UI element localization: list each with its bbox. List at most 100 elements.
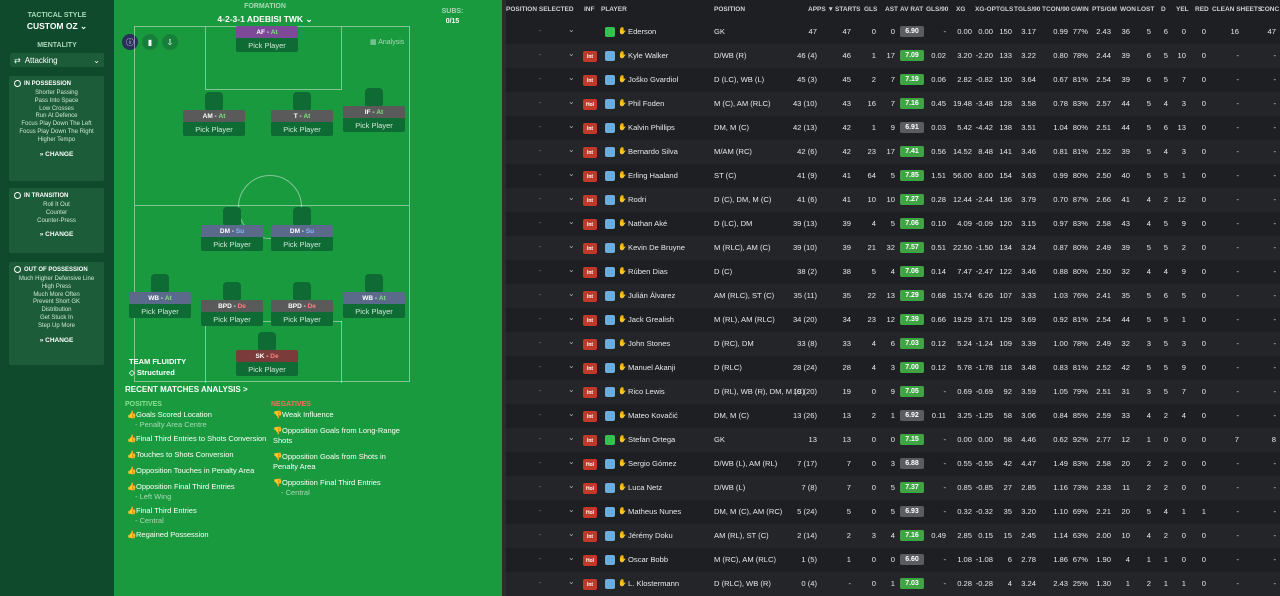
position-selected-cell[interactable]: - <box>539 124 542 131</box>
player-name[interactable]: Joško Gvardiol <box>628 75 679 84</box>
chevron-down-icon[interactable]: ⌄ <box>568 553 575 562</box>
table-row[interactable]: - ⌄ Int ✋ Stefan Ortega GK 7.15 13 13 0 0 - 0.00 0.00… <box>506 428 1280 452</box>
player-name[interactable]: L. Klostermann <box>628 579 680 588</box>
column-header[interactable]: GLS <box>864 5 878 13</box>
role-label[interactable]: BPD - De <box>201 300 263 312</box>
chevron-down-icon[interactable]: ⌄ <box>568 337 575 346</box>
status-badge[interactable]: Int <box>583 243 597 254</box>
status-badge[interactable]: Hol <box>583 99 597 110</box>
pick-player-button[interactable]: Pick Player <box>201 237 263 251</box>
player-name[interactable]: Nathan Aké <box>628 219 668 228</box>
status-badge[interactable]: Int <box>583 219 597 230</box>
status-badge[interactable]: Int <box>583 51 597 62</box>
position-selected-cell[interactable]: - <box>539 556 542 563</box>
role-label[interactable]: WB - At <box>129 292 191 304</box>
column-header[interactable]: D <box>1161 5 1166 13</box>
column-header[interactable]: RED <box>1195 5 1209 13</box>
player-name[interactable]: Julián Álvarez <box>628 291 676 300</box>
status-badge[interactable]: Int <box>583 387 597 398</box>
chevron-down-icon[interactable]: ⌄ <box>568 49 575 58</box>
player-name[interactable]: Bernardo Silva <box>628 147 678 156</box>
role-label[interactable]: DM - Su <box>271 225 333 237</box>
player-name[interactable]: Jérémy Doku <box>628 531 673 540</box>
table-row[interactable]: - ⌄ Hol ✋ Phil Foden M (C), AM (RLC) 7.16 43 (1… <box>506 92 1280 116</box>
table-row[interactable]: - ⌄ Int ✋ Jack Grealish M (RL), AM (RLC) 7.39 3… <box>506 308 1280 332</box>
chevron-down-icon[interactable]: ⌄ <box>568 409 575 418</box>
pick-player-button[interactable]: Pick Player <box>183 122 245 136</box>
slot-dm-left[interactable]: DM - Su Pick Player <box>201 207 263 251</box>
slot-bpd-left[interactable]: BPD - De Pick Player <box>201 282 263 326</box>
table-row[interactable]: - ⌄ Int ✋ Julián Álvarez AM (RLC), ST (C) 7.29… <box>506 284 1280 308</box>
position-selected-cell[interactable]: - <box>539 244 542 251</box>
column-header[interactable]: GLS/90 <box>926 5 949 13</box>
position-selected-cell[interactable]: - <box>539 484 542 491</box>
table-row[interactable]: - ⌄ Hol ✋ Oscar Bobb M (RC), AM (RLC) 6.60 1 (5… <box>506 548 1280 572</box>
pick-player-button[interactable]: Pick Player <box>271 312 333 326</box>
player-name[interactable]: Rodri <box>628 195 647 204</box>
stats-view-button[interactable]: ▮ <box>142 34 158 50</box>
column-header[interactable]: TGLS <box>996 5 1014 13</box>
player-name[interactable]: John Stones <box>628 339 671 348</box>
status-badge[interactable]: Int <box>583 339 597 350</box>
status-badge[interactable]: Int <box>583 147 597 158</box>
column-header[interactable]: APPS ▼ <box>808 5 834 13</box>
player-name[interactable]: Luca Netz <box>628 483 663 492</box>
column-header[interactable]: PLAYER <box>601 5 627 13</box>
column-header[interactable]: TCON/90 <box>1042 5 1070 13</box>
player-name[interactable]: Kalvin Phillips <box>628 123 675 132</box>
position-selected-cell[interactable]: - <box>539 508 542 515</box>
table-row[interactable]: - ⌄ Int ✋ Joško Gvardiol D (LC), WB (L) 7.19 45… <box>506 68 1280 92</box>
change-in-transition-button[interactable]: » CHANGE <box>9 231 104 238</box>
player-name[interactable]: Rúben Dias <box>628 267 668 276</box>
table-row[interactable]: - ⌄ Int ✋ Kalvin Phillips DM, M (C) 6.91 42 (13… <box>506 116 1280 140</box>
slot-dm-right[interactable]: DM - Su Pick Player <box>271 207 333 251</box>
chevron-down-icon[interactable]: ⌄ <box>568 361 575 370</box>
table-row[interactable]: - ⌄ Int ✋ Nathan Aké D (LC), DM 7.06 39 (13) 39 4… <box>506 212 1280 236</box>
position-selected-cell[interactable]: - <box>539 436 542 443</box>
chevron-down-icon[interactable]: ⌄ <box>568 241 575 250</box>
player-name[interactable]: Oscar Bobb <box>628 555 669 564</box>
role-label[interactable]: BPD - De <box>271 300 333 312</box>
column-header[interactable]: WON <box>1120 5 1136 13</box>
chevron-down-icon[interactable]: ⌄ <box>568 121 575 130</box>
column-header[interactable]: AST <box>885 5 898 13</box>
status-badge[interactable]: Hol <box>583 555 597 566</box>
column-header[interactable]: XG-OP <box>975 5 996 13</box>
chevron-down-icon[interactable]: ⌄ <box>568 145 575 154</box>
column-header[interactable]: POSITION SELECTED <box>506 5 574 13</box>
chevron-down-icon[interactable]: ⌄ <box>568 217 575 226</box>
chevron-down-icon[interactable]: ⌄ <box>568 73 575 82</box>
chevron-down-icon[interactable]: ⌄ <box>568 169 575 178</box>
status-badge[interactable]: Int <box>583 75 597 86</box>
download-view-button[interactable]: ⇩ <box>162 34 178 50</box>
status-badge[interactable]: Int <box>583 411 597 422</box>
column-header[interactable]: INF <box>584 5 595 13</box>
column-header[interactable]: XG <box>956 5 966 13</box>
player-name[interactable]: Phil Foden <box>628 99 665 108</box>
role-label[interactable]: T - At <box>271 110 333 122</box>
pick-player-button[interactable]: Pick Player <box>236 362 298 376</box>
player-name[interactable]: Manuel Akanji <box>628 363 676 372</box>
position-selected-cell[interactable]: - <box>539 460 542 467</box>
column-header[interactable]: TGLS/90 <box>1014 5 1041 13</box>
column-header[interactable]: POSITION <box>714 5 746 13</box>
player-name[interactable]: Stefan Ortega <box>628 435 676 444</box>
position-selected-cell[interactable]: - <box>539 268 542 275</box>
chevron-down-icon[interactable]: ⌄ <box>568 577 575 586</box>
pick-player-button[interactable]: Pick Player <box>129 304 191 318</box>
player-name[interactable]: Ederson <box>628 27 657 36</box>
tactical-style[interactable]: TACTICAL STYLE CUSTOM OZ ⌄ <box>0 12 114 32</box>
chevron-down-icon[interactable]: ⌄ <box>568 25 575 34</box>
player-name[interactable]: Kyle Walker <box>628 51 669 60</box>
slot-am[interactable]: AM - At Pick Player <box>183 92 245 136</box>
status-badge[interactable]: Int <box>583 291 597 302</box>
role-label[interactable]: WB - At <box>343 292 405 304</box>
position-selected-cell[interactable]: - <box>539 76 542 83</box>
column-header[interactable]: STARTS <box>835 5 861 13</box>
table-row[interactable]: - ⌄ Int ✋ Erling Haaland ST (C) 7.85 41 (9) 41 64… <box>506 164 1280 188</box>
pick-player-button[interactable]: Pick Player <box>236 38 298 52</box>
table-row[interactable]: - ⌄ Int ✋ Rico Lewis D (RL), WB (R), DM, M (C… <box>506 380 1280 404</box>
chevron-down-icon[interactable]: ⌄ <box>568 97 575 106</box>
table-row[interactable]: - ⌄ Hol ✋ Luca Netz D/WB (L) 7.37 7 (8) 7 0 5-0.85… <box>506 476 1280 500</box>
position-selected-cell[interactable]: - <box>539 220 542 227</box>
